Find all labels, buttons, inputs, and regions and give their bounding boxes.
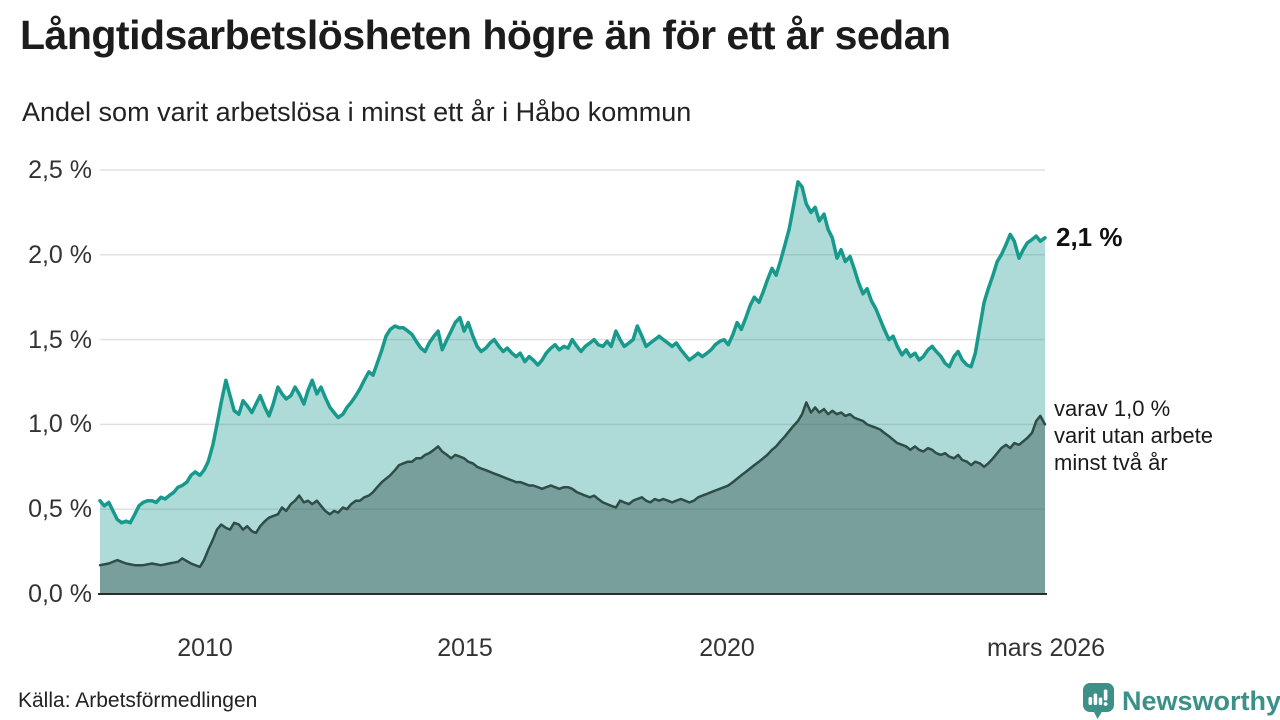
newsworthy-bubble-chart-icon (1083, 683, 1114, 719)
x-axis-tick-label: 2020 (699, 634, 755, 662)
series-unemployed-2yr-line (98, 401, 1047, 569)
y-axis-tick-label: 0,0 % (28, 580, 92, 608)
series-unemployed-2yr-area (100, 402, 1045, 594)
y-axis-tick-label: 2,5 % (28, 156, 92, 184)
page-subtitle: Andel som varit arbetslösa i minst ett å… (22, 97, 692, 127)
secondary-annotation-line: varit utan arbete (1054, 423, 1213, 448)
y-axis-tick-label: 2,0 % (28, 241, 92, 269)
x-axis-tick-label: 2010 (177, 634, 233, 662)
series-unemployed-1yr-area (100, 181, 1045, 594)
y-axis-tick-label: 0,5 % (28, 495, 92, 523)
x-axis-tick-label: mars 2026 (986, 634, 1106, 662)
brand-logo: Newsworthy (1082, 682, 1280, 720)
series-unemployed-1yr-line (98, 180, 1047, 525)
secondary-annotation-line: minst två år (1054, 450, 1168, 475)
page-title: Långtidsarbetslösheten högre än för ett … (20, 12, 951, 58)
y-axis-tick-label: 1,5 % (28, 326, 92, 354)
x-axis-tick-label: 2015 (437, 634, 493, 662)
latest-value-annotation: 2,1 % (1056, 222, 1123, 252)
source-attribution: Källa: Arbetsförmedlingen (18, 689, 258, 712)
secondary-series-annotation: varav 1,0 % varit utan arbete minst två … (1054, 395, 1213, 476)
secondary-annotation-line: varav 1,0 % (1054, 396, 1171, 421)
brand-wordmark: Newsworthy (1122, 686, 1280, 716)
y-axis-tick-label: 1,0 % (28, 410, 92, 438)
